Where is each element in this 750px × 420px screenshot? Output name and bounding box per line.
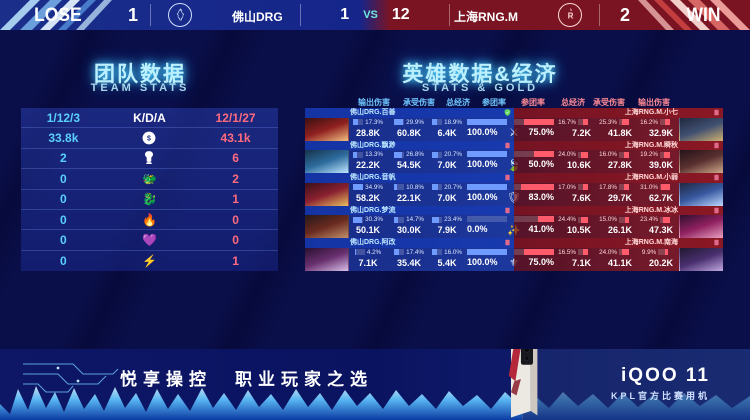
- svg-text:$: $: [148, 136, 152, 143]
- svg-text:R: R: [567, 11, 573, 20]
